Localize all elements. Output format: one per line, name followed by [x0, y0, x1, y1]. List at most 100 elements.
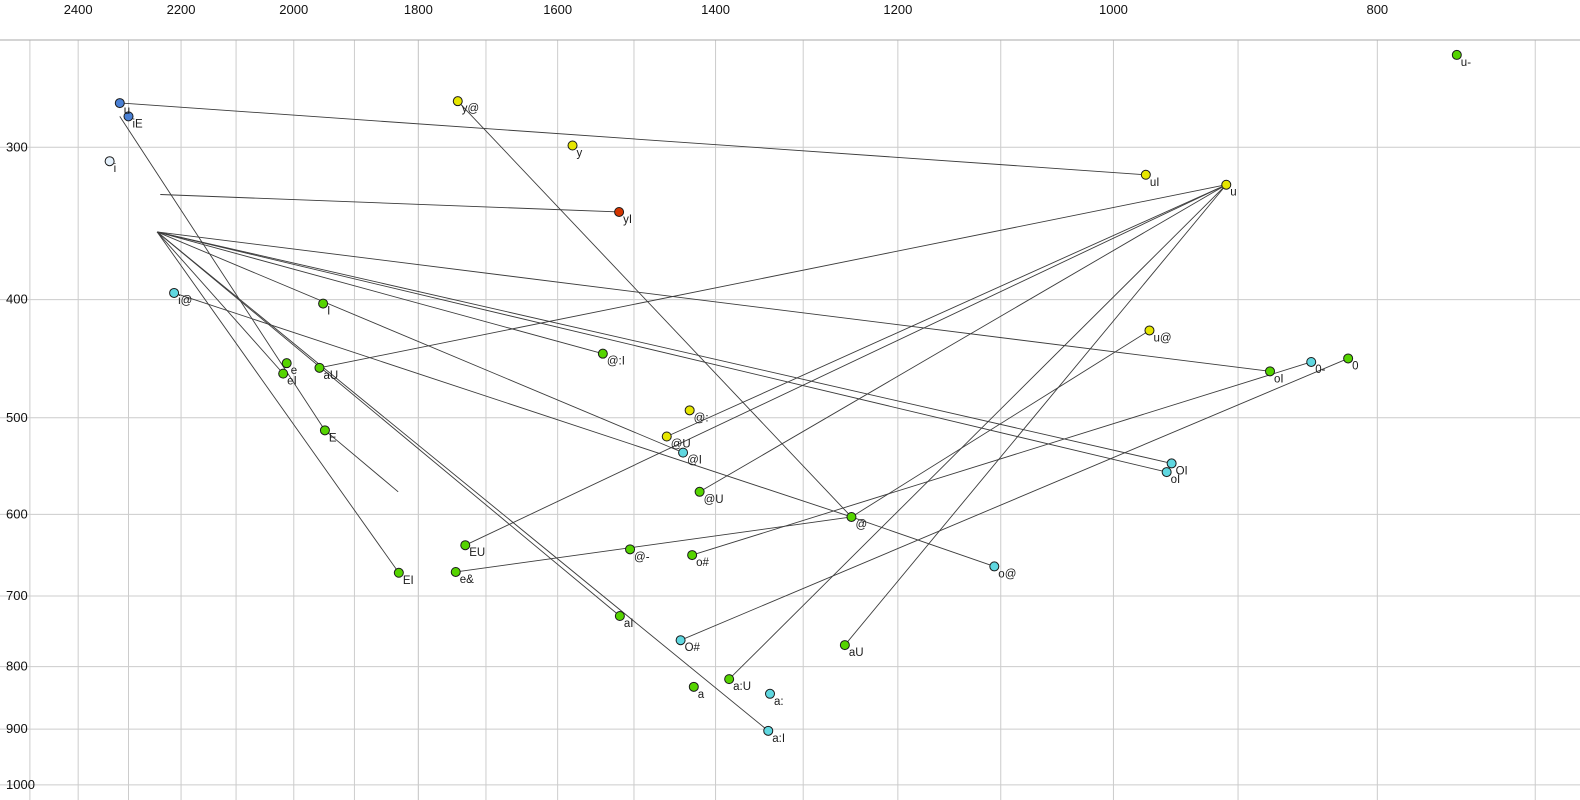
x-tick-label: 2400 [64, 2, 93, 17]
trajectory-line [119, 116, 326, 431]
data-point[interactable] [614, 206, 625, 217]
point-label: @U [704, 494, 724, 506]
x-tick-label: 1600 [543, 2, 572, 17]
point-label: y [577, 147, 583, 159]
point-label: E [329, 432, 337, 444]
point-label: u@ [1153, 332, 1171, 344]
data-point[interactable] [393, 567, 404, 578]
y-tick-label: 400 [6, 292, 28, 307]
data-point[interactable] [314, 362, 325, 373]
data-point[interactable] [989, 561, 1000, 572]
trajectory-line [156, 231, 284, 374]
data-point[interactable] [281, 358, 292, 369]
data-point[interactable] [625, 544, 636, 555]
point-label: a:U [733, 681, 751, 693]
data-point[interactable] [1166, 458, 1177, 469]
trajectory-line [699, 184, 1227, 493]
point-label: a: [774, 696, 784, 708]
data-point[interactable] [684, 405, 695, 416]
data-point[interactable] [1265, 366, 1276, 377]
y-tick-label: 900 [6, 721, 28, 736]
point-label: yI [623, 214, 632, 226]
point-label: EU [469, 547, 485, 559]
data-point[interactable] [319, 425, 330, 436]
data-point[interactable] [567, 140, 578, 151]
y-tick-label: 700 [6, 588, 28, 603]
data-point[interactable] [846, 511, 857, 522]
point-label: aU [849, 647, 864, 659]
trajectory-line [728, 184, 1227, 680]
data-point[interactable] [278, 368, 289, 379]
trajectory-line [851, 330, 1150, 518]
y-tick-label: 300 [6, 139, 28, 154]
trajectory-line [157, 231, 1271, 372]
point-label: O# [685, 642, 701, 654]
data-point[interactable] [1221, 179, 1232, 190]
point-label: u [124, 105, 130, 117]
trajectory-line [465, 184, 1227, 546]
x-tick-label: 800 [1366, 2, 1388, 17]
point-label: o# [696, 557, 709, 569]
data-point[interactable] [1161, 467, 1172, 478]
point-label: @I [687, 455, 702, 467]
point-label: e& [460, 574, 474, 586]
point-label: u [1230, 187, 1236, 199]
trajectory-line [680, 358, 1349, 641]
trajectory-line [851, 516, 995, 567]
trajectory-line [844, 184, 1227, 646]
data-point[interactable] [694, 486, 705, 497]
data-point[interactable] [765, 688, 776, 699]
data-point[interactable] [1343, 353, 1354, 364]
data-point[interactable] [724, 674, 735, 685]
data-point[interactable] [688, 681, 699, 692]
x-tick-label: 2000 [279, 2, 308, 17]
point-label: I [327, 306, 330, 318]
data-point[interactable] [452, 96, 463, 107]
point-label: a:I [772, 733, 785, 745]
trajectory-line [160, 194, 620, 213]
data-point[interactable] [1451, 49, 1462, 60]
point-label: aI [624, 618, 634, 630]
trajectory-line [157, 231, 1167, 473]
data-point[interactable] [169, 287, 180, 298]
data-point[interactable] [763, 725, 774, 736]
data-point[interactable] [1306, 356, 1317, 367]
trajectory-line [156, 231, 603, 355]
trajectory-line [666, 184, 1227, 437]
point-label: e [291, 365, 297, 377]
data-point[interactable] [1144, 325, 1155, 336]
data-point[interactable] [460, 540, 471, 551]
point-label: a [698, 689, 705, 701]
y-tick-label: 800 [6, 659, 28, 674]
point-label: oI [1171, 474, 1181, 486]
data-point[interactable] [450, 566, 461, 577]
x-tick-label: 1000 [1099, 2, 1128, 17]
data-point[interactable] [114, 98, 125, 109]
point-label: EI [403, 575, 414, 587]
data-point[interactable] [318, 298, 329, 309]
trajectory-line [156, 231, 684, 454]
data-point[interactable] [678, 447, 689, 458]
trajectory-line [121, 102, 1146, 176]
data-point[interactable] [123, 111, 134, 122]
data-point[interactable] [661, 431, 672, 442]
data-point[interactable] [597, 348, 608, 359]
trajectory-line [324, 429, 399, 493]
x-tick-label: 1800 [404, 2, 433, 17]
point-label: i [114, 163, 117, 175]
data-point[interactable] [614, 611, 625, 622]
data-point[interactable] [687, 550, 698, 561]
trajectory-line [692, 361, 1312, 556]
trajectory-line [457, 100, 852, 518]
point-label: OI [1176, 465, 1188, 477]
point-label: u- [1461, 57, 1471, 69]
point-label: @U [671, 439, 691, 451]
point-label: uI [1150, 177, 1160, 189]
point-label: @: [694, 412, 709, 424]
data-point[interactable] [675, 635, 686, 646]
point-label: @ [855, 519, 867, 531]
data-point[interactable] [104, 156, 115, 167]
data-point[interactable] [1140, 169, 1151, 180]
data-point[interactable] [839, 640, 850, 651]
